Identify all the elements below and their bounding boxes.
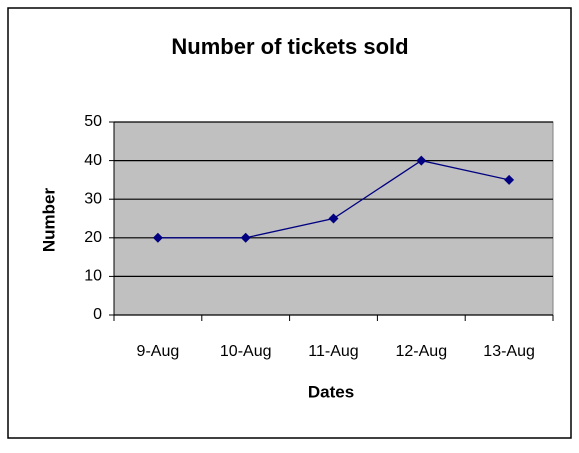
y-tick-label: 20 bbox=[84, 229, 102, 246]
x-tick-label: 13-Aug bbox=[483, 343, 535, 360]
y-tick-label: 30 bbox=[84, 190, 102, 207]
point-marker bbox=[416, 155, 427, 166]
x-tick-label: 11-Aug bbox=[308, 343, 358, 360]
point-marker bbox=[504, 174, 515, 185]
chart-title: Number of tickets sold bbox=[171, 34, 408, 59]
point-marker bbox=[152, 232, 163, 243]
x-tick-label: 9-Aug bbox=[137, 343, 180, 360]
y-tick-label: 50 bbox=[84, 113, 102, 130]
point-marker bbox=[328, 213, 339, 224]
x-tick-label: 12-Aug bbox=[396, 343, 448, 360]
y-tick-label: 0 bbox=[93, 306, 102, 323]
y-axis-label: Number bbox=[39, 188, 58, 253]
x-axis-label: Dates bbox=[308, 382, 354, 401]
y-tick-label: 40 bbox=[84, 152, 102, 169]
x-tick-label: 10-Aug bbox=[220, 343, 272, 360]
point-marker bbox=[240, 232, 251, 243]
y-tick-label: 10 bbox=[84, 268, 102, 285]
